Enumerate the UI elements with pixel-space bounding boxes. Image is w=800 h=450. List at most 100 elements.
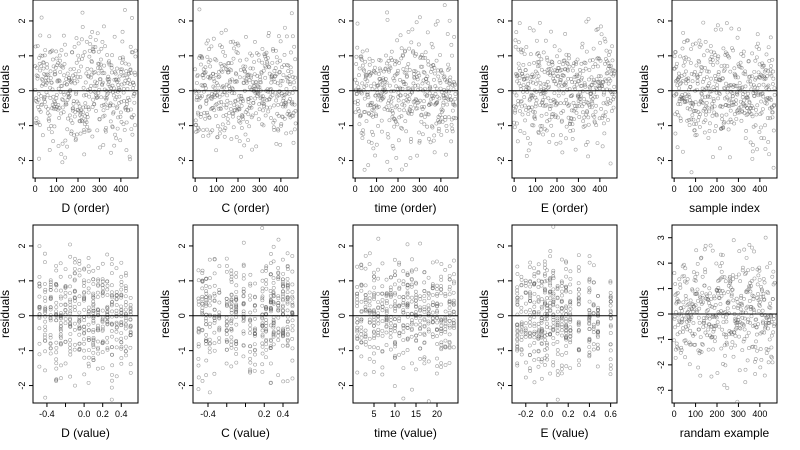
data-point bbox=[363, 342, 368, 347]
data-point bbox=[712, 339, 717, 344]
y-tick-label: 1 bbox=[337, 278, 347, 283]
data-point bbox=[285, 331, 290, 336]
data-point bbox=[64, 102, 69, 107]
data-point bbox=[372, 65, 377, 70]
data-point bbox=[390, 109, 395, 113]
data-point bbox=[591, 322, 596, 327]
data-point bbox=[248, 281, 253, 286]
data-point bbox=[564, 319, 568, 324]
data-point bbox=[268, 346, 273, 350]
data-point bbox=[109, 303, 114, 308]
data-point bbox=[86, 361, 91, 366]
data-point bbox=[388, 288, 393, 292]
data-point bbox=[224, 339, 229, 344]
data-point bbox=[54, 377, 59, 382]
data-point bbox=[422, 270, 427, 274]
data-point bbox=[533, 116, 538, 121]
data-point bbox=[270, 89, 275, 94]
data-point bbox=[380, 291, 385, 296]
data-point bbox=[447, 89, 451, 94]
data-point bbox=[421, 70, 426, 74]
data-point bbox=[68, 242, 72, 247]
data-point bbox=[238, 58, 243, 63]
data-point bbox=[201, 75, 206, 80]
data-point bbox=[519, 348, 524, 353]
data-point bbox=[96, 277, 100, 282]
data-point bbox=[555, 54, 559, 59]
data-point bbox=[292, 44, 297, 49]
data-point bbox=[724, 335, 729, 340]
data-point bbox=[401, 396, 406, 401]
data-point bbox=[568, 328, 573, 333]
x-tick-label: 400 bbox=[273, 184, 288, 194]
data-point bbox=[73, 110, 78, 114]
data-point bbox=[227, 111, 232, 115]
data-point bbox=[582, 115, 587, 120]
x-tick-label: 0 bbox=[672, 409, 677, 419]
data-point bbox=[354, 54, 359, 59]
data-point bbox=[529, 95, 534, 100]
data-point bbox=[573, 147, 578, 152]
data-point bbox=[718, 302, 723, 306]
data-point bbox=[285, 337, 290, 342]
data-point bbox=[703, 40, 708, 44]
data-point bbox=[72, 278, 77, 283]
data-point bbox=[569, 108, 574, 113]
x-tick-label: 20 bbox=[432, 409, 442, 419]
data-point bbox=[397, 278, 401, 283]
data-point bbox=[695, 271, 700, 276]
data-point bbox=[238, 120, 243, 125]
data-point bbox=[520, 74, 525, 78]
data-point bbox=[556, 74, 561, 79]
data-point bbox=[521, 89, 526, 94]
data-point bbox=[582, 97, 586, 101]
data-point bbox=[435, 283, 439, 288]
data-point bbox=[59, 311, 63, 315]
data-point bbox=[207, 298, 212, 303]
data-point bbox=[756, 273, 761, 278]
data-point bbox=[353, 110, 358, 115]
data-point bbox=[280, 297, 285, 302]
data-point bbox=[105, 335, 110, 340]
data-point bbox=[40, 133, 45, 138]
data-point bbox=[551, 224, 556, 229]
data-point bbox=[747, 242, 752, 247]
data-point bbox=[693, 342, 698, 347]
data-point bbox=[438, 119, 443, 124]
data-point bbox=[45, 93, 50, 98]
data-point bbox=[691, 102, 696, 107]
data-point bbox=[426, 319, 431, 324]
data-point bbox=[531, 28, 536, 33]
data-point bbox=[263, 113, 268, 118]
data-point bbox=[276, 128, 281, 133]
data-point bbox=[397, 316, 402, 321]
data-point bbox=[532, 281, 537, 286]
data-point bbox=[568, 276, 573, 281]
data-point bbox=[592, 90, 596, 95]
data-point bbox=[133, 123, 137, 128]
data-point bbox=[271, 125, 276, 130]
data-point bbox=[114, 374, 119, 379]
data-point bbox=[80, 10, 85, 15]
data-point bbox=[742, 327, 747, 332]
data-point bbox=[229, 68, 234, 73]
data-point bbox=[759, 136, 764, 140]
data-point bbox=[204, 295, 208, 300]
data-point bbox=[449, 139, 454, 144]
data-point bbox=[367, 290, 372, 295]
data-point bbox=[741, 323, 746, 328]
data-point bbox=[611, 73, 616, 78]
data-point bbox=[264, 286, 269, 291]
data-point bbox=[109, 283, 114, 288]
data-point bbox=[690, 104, 695, 109]
data-point bbox=[224, 323, 229, 327]
data-point bbox=[700, 65, 705, 70]
data-point bbox=[264, 105, 269, 110]
data-point bbox=[264, 355, 268, 360]
data-point bbox=[763, 123, 767, 128]
data-point bbox=[199, 62, 203, 67]
data-point bbox=[447, 325, 452, 330]
data-point bbox=[676, 322, 681, 327]
data-point bbox=[729, 345, 734, 350]
